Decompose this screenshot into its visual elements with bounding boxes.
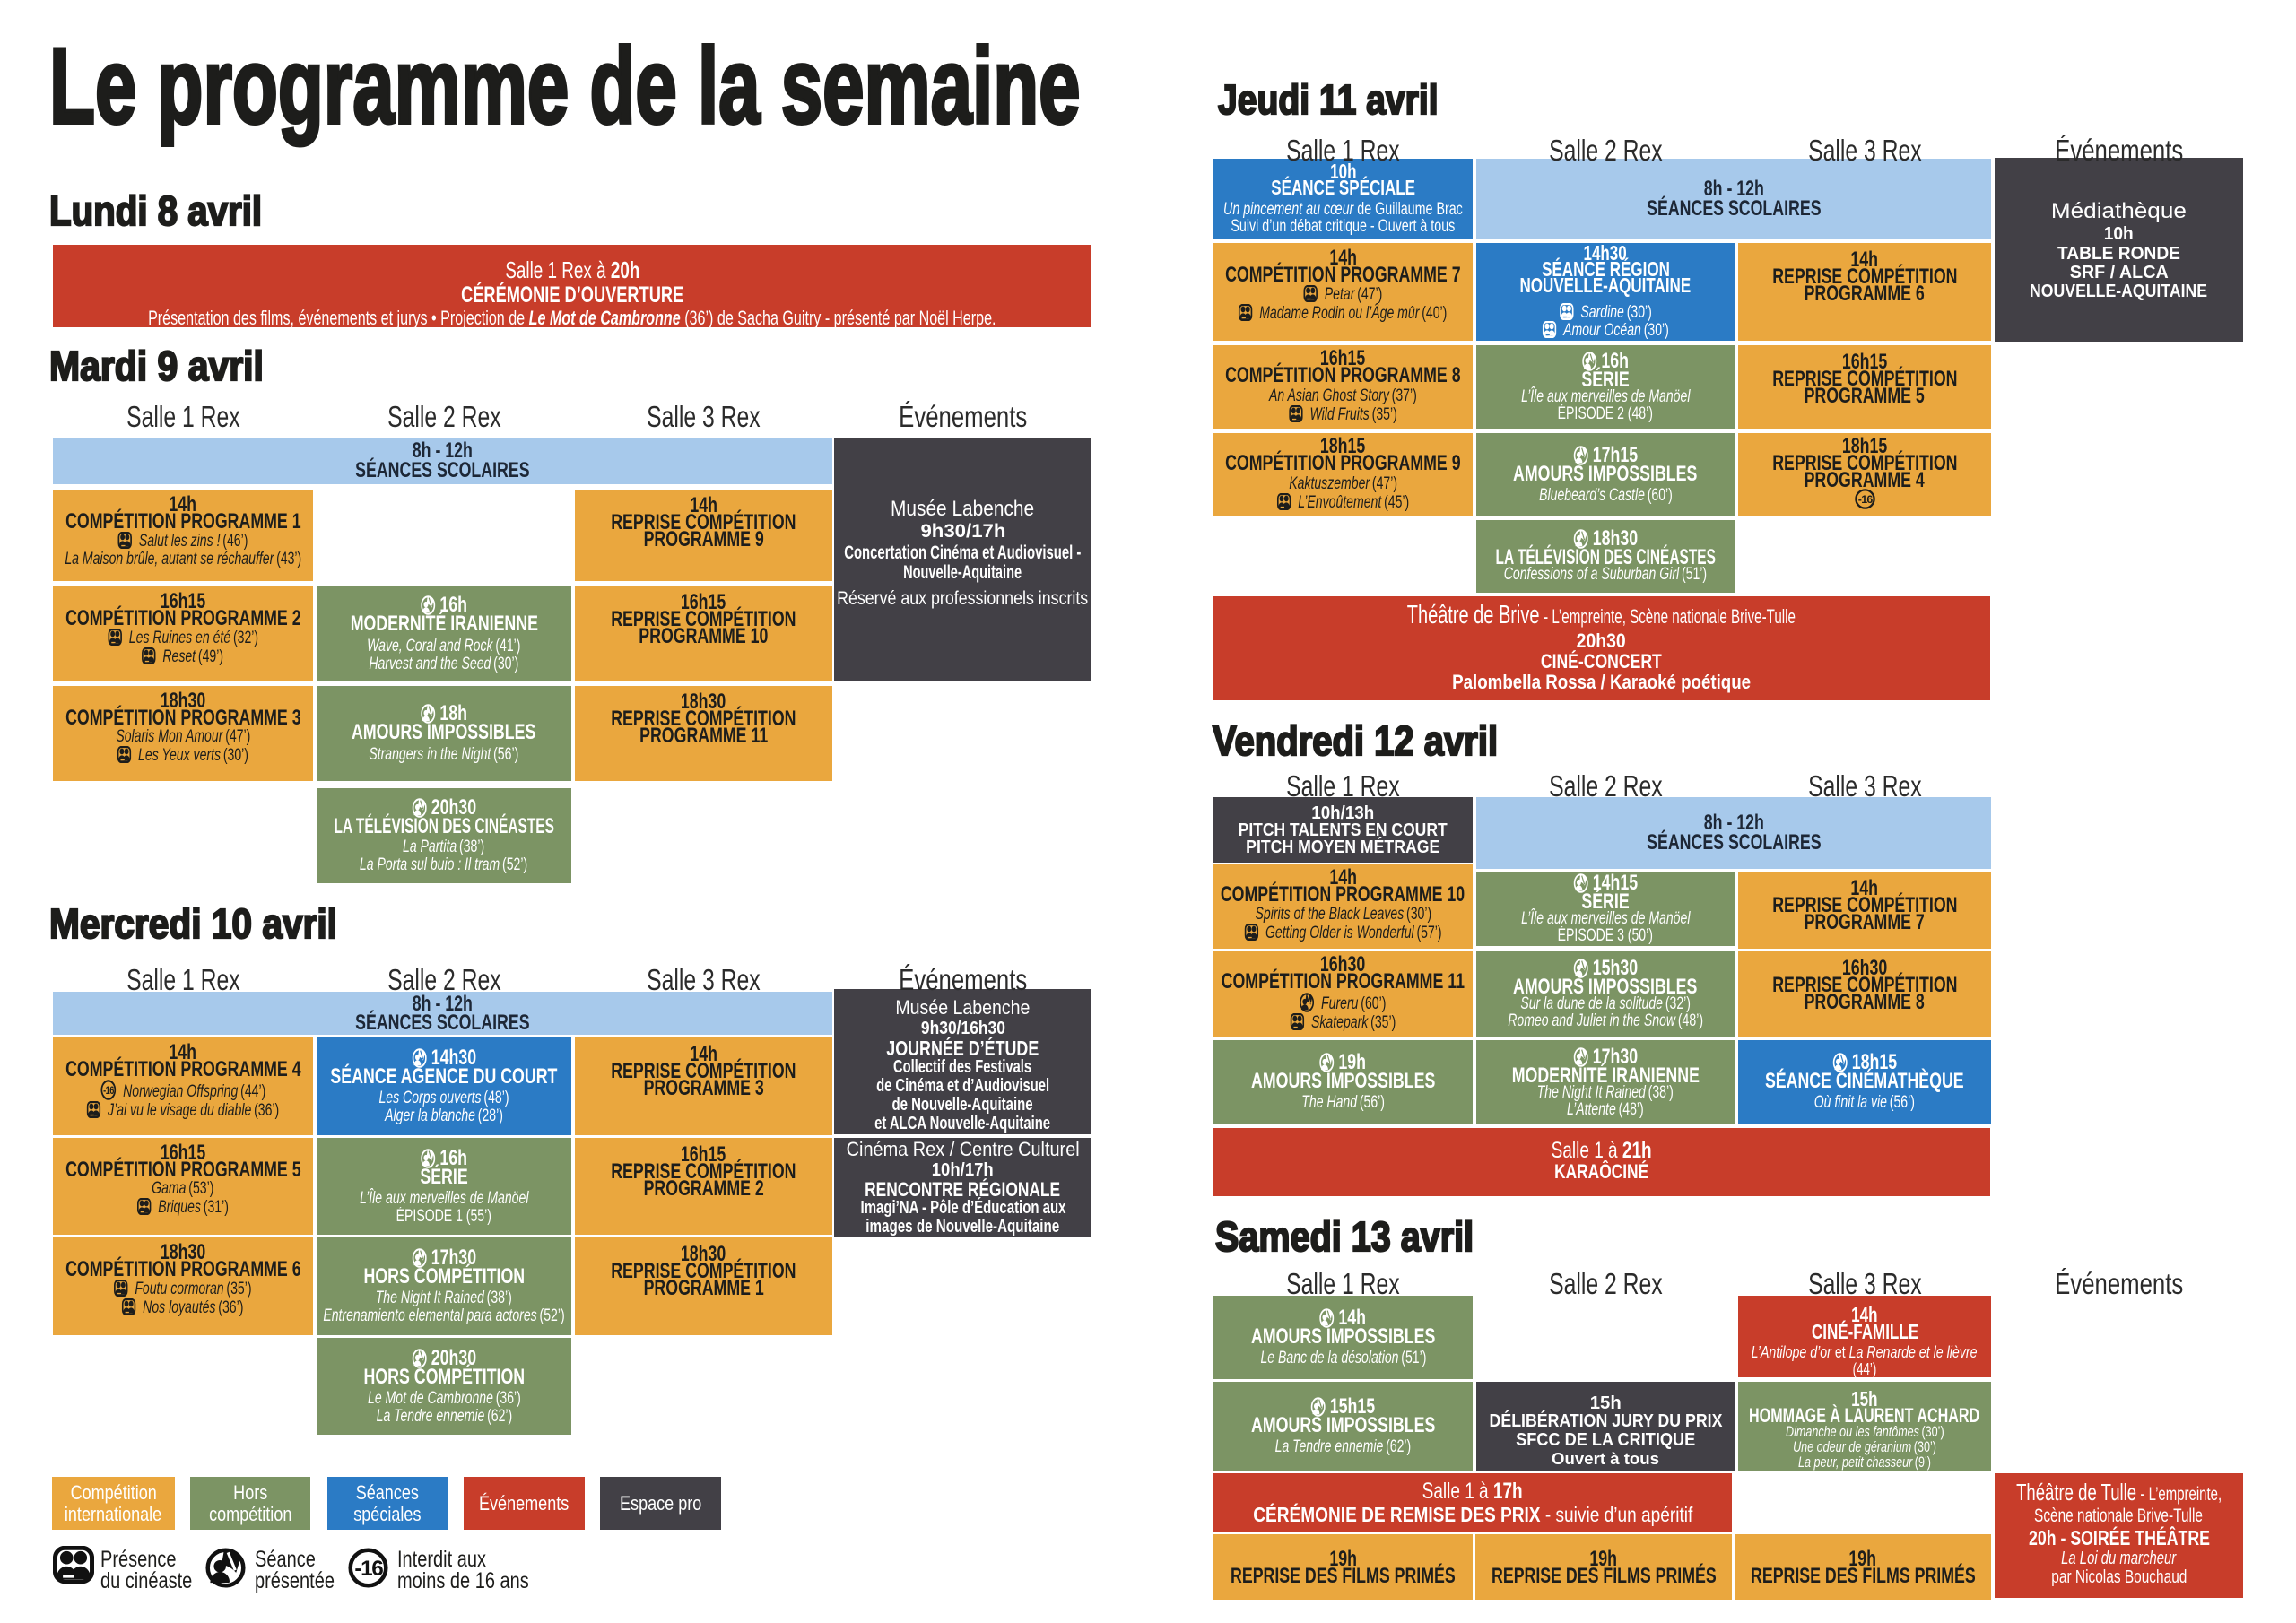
svg-text:-16: -16	[354, 1557, 383, 1581]
svg-text:-16: -16	[103, 1085, 114, 1098]
svg-text:-16: -16	[1857, 493, 1873, 506]
